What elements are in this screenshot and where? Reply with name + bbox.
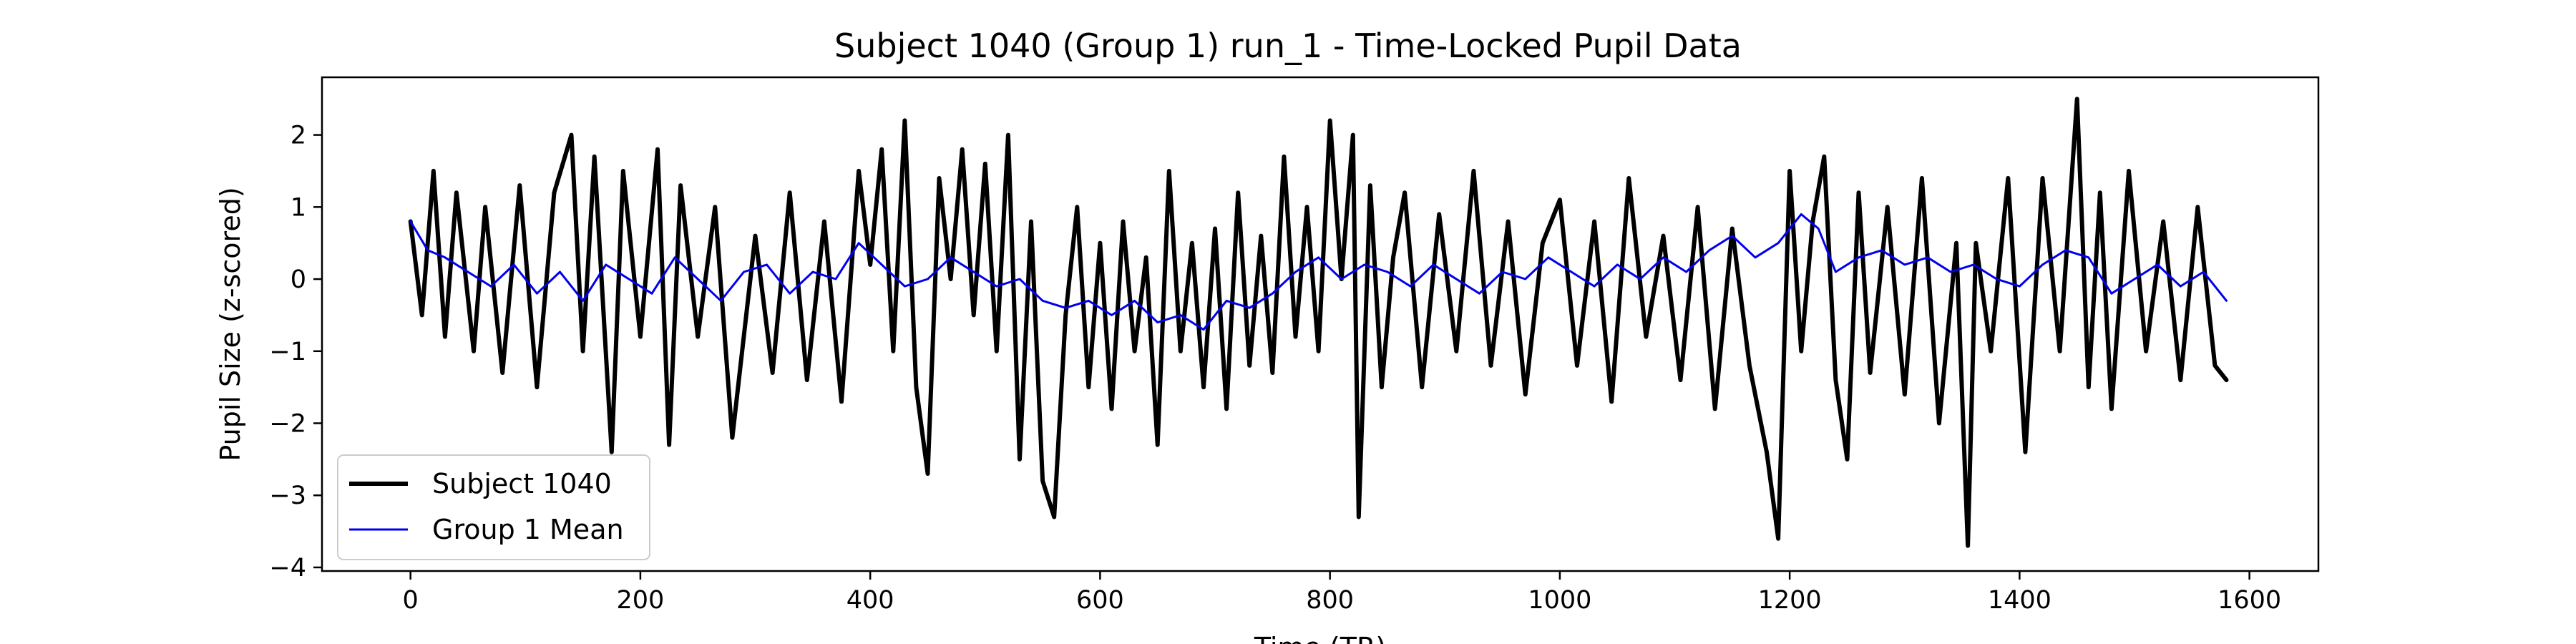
series-line-group-mean — [409, 213, 2228, 331]
series-line-subject — [408, 97, 2229, 548]
x-tick-label: 1400 — [1988, 586, 2051, 615]
x-tick-label: 0 — [403, 586, 419, 615]
y-axis-label: Pupil Size (z-scored) — [215, 187, 246, 461]
y-tick-label: 1 — [291, 193, 306, 222]
y-tick-label: −1 — [269, 338, 306, 366]
y-tick-label: −3 — [269, 482, 306, 510]
x-tick-label: 1000 — [1528, 586, 1591, 615]
legend-box — [337, 454, 650, 560]
legend-label-group-mean: Group 1 Mean — [432, 514, 624, 545]
legend: Subject 1040 Group 1 Mean — [337, 454, 650, 560]
y-tick-label: 0 — [291, 265, 306, 294]
x-tick-label: 200 — [617, 586, 665, 615]
x-ticks: 0 200 400 600 800 1000 1200 1400 1600 — [403, 571, 2281, 615]
y-tick-label: 2 — [291, 122, 306, 150]
x-tick-label: 600 — [1076, 586, 1124, 615]
x-tick-label: 1600 — [2218, 586, 2281, 615]
series-layer — [408, 97, 2229, 548]
chart-title: Subject 1040 (Group 1) run_1 - Time-Lock… — [834, 26, 1742, 65]
y-tick-label: −4 — [269, 554, 306, 582]
x-axis-label: Time (TR) — [1254, 632, 1386, 644]
y-tick-label: −2 — [269, 410, 306, 439]
x-tick-label: 800 — [1306, 586, 1354, 615]
y-ticks: −4 −3 −2 −1 0 1 2 — [269, 122, 322, 582]
legend-label-subject: Subject 1040 — [432, 468, 612, 499]
x-tick-label: 1200 — [1758, 586, 1822, 615]
x-tick-label: 400 — [847, 586, 894, 615]
axes-frame — [321, 76, 2320, 572]
